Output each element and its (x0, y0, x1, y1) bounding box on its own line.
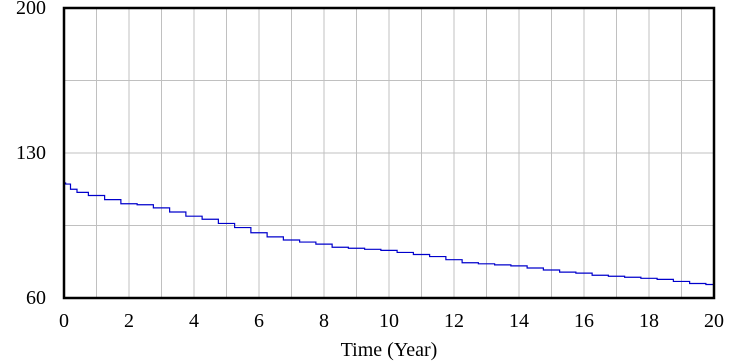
y-tick-label: 130 (16, 142, 46, 164)
x-tick-label: 18 (639, 310, 659, 332)
x-tick-label: 16 (574, 310, 594, 332)
x-tick-label: 8 (319, 310, 329, 332)
x-tick-label: 4 (189, 310, 199, 332)
x-tick-label: 12 (444, 310, 464, 332)
x-tick-label: 10 (379, 310, 399, 332)
x-tick-label: 14 (509, 310, 529, 332)
x-tick-label: 0 (59, 310, 69, 332)
x-tick-label: 6 (254, 310, 264, 332)
y-tick-labels: 60 130 200 (16, 0, 46, 309)
x-tick-label: 20 (704, 310, 724, 332)
x-tick-label: 2 (124, 310, 134, 332)
x-tick-labels: 0 2 4 6 8 10 12 14 16 18 20 (59, 310, 724, 332)
grid-lines (64, 8, 714, 298)
y-tick-label: 60 (26, 287, 46, 309)
x-axis-title: Time (Year) (341, 339, 438, 361)
y-tick-label: 200 (16, 0, 46, 19)
